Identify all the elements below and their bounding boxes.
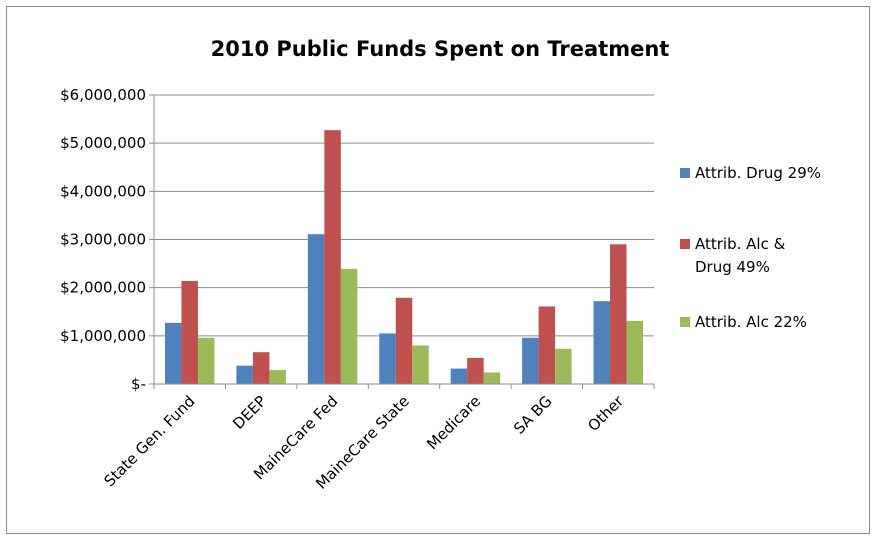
bar <box>555 348 572 384</box>
bar <box>522 337 539 384</box>
y-tick-label: $2,000,000 <box>60 279 146 297</box>
bar <box>626 320 644 384</box>
bar <box>252 352 270 384</box>
bar <box>324 130 341 384</box>
legend-swatch <box>680 239 690 249</box>
legend: Attrib. Drug 29% Attrib. Alc & Drug 49% Att… <box>680 164 821 331</box>
bar <box>379 333 396 384</box>
x-tick-label: SA BG <box>510 392 556 438</box>
bar <box>610 244 627 384</box>
bars <box>164 130 644 384</box>
bar <box>164 322 182 384</box>
x-tick-label: State Gen. Fund <box>100 392 198 490</box>
bar <box>197 337 215 384</box>
bar <box>236 365 253 384</box>
gridlines <box>154 94 654 337</box>
y-tick-label: $4,000,000 <box>60 182 146 200</box>
bar <box>593 301 611 384</box>
chart-frame <box>6 6 870 534</box>
y-tick-label: $5,000,000 <box>60 134 146 152</box>
bar <box>181 280 198 384</box>
bar <box>412 345 429 384</box>
legend-label: Attrib. Alc & <box>695 235 786 253</box>
legend-swatch <box>680 168 690 178</box>
bar <box>467 357 484 384</box>
y-tick-label: $6,000,000 <box>60 86 146 104</box>
bar <box>450 368 468 384</box>
legend-label: Attrib. Alc 22% <box>695 313 807 331</box>
bar <box>340 268 358 384</box>
y-tick-label: $- <box>131 375 146 393</box>
bar <box>538 306 556 384</box>
y-tick-label: $1,000,000 <box>60 327 146 345</box>
chart-title: 2010 Public Funds Spent on Treatment <box>211 37 670 61</box>
bar <box>395 297 413 384</box>
legend-label: Drug 49% <box>695 258 770 276</box>
y-tick-label: $3,000,000 <box>60 231 146 249</box>
legend-swatch <box>680 317 690 327</box>
x-tick-label: DEEP <box>229 392 270 433</box>
legend-label: Attrib. Drug 29% <box>695 164 821 182</box>
bar <box>269 370 286 384</box>
y-axis-ticks: $- $1,000,000 $2,000,000 $3,000,000 $4,000,0… <box>60 86 154 393</box>
axes <box>153 95 654 385</box>
bar <box>307 234 325 384</box>
x-tick-label: Other <box>584 392 627 435</box>
x-tick-label: Medicare <box>423 392 484 453</box>
bar <box>483 372 501 384</box>
